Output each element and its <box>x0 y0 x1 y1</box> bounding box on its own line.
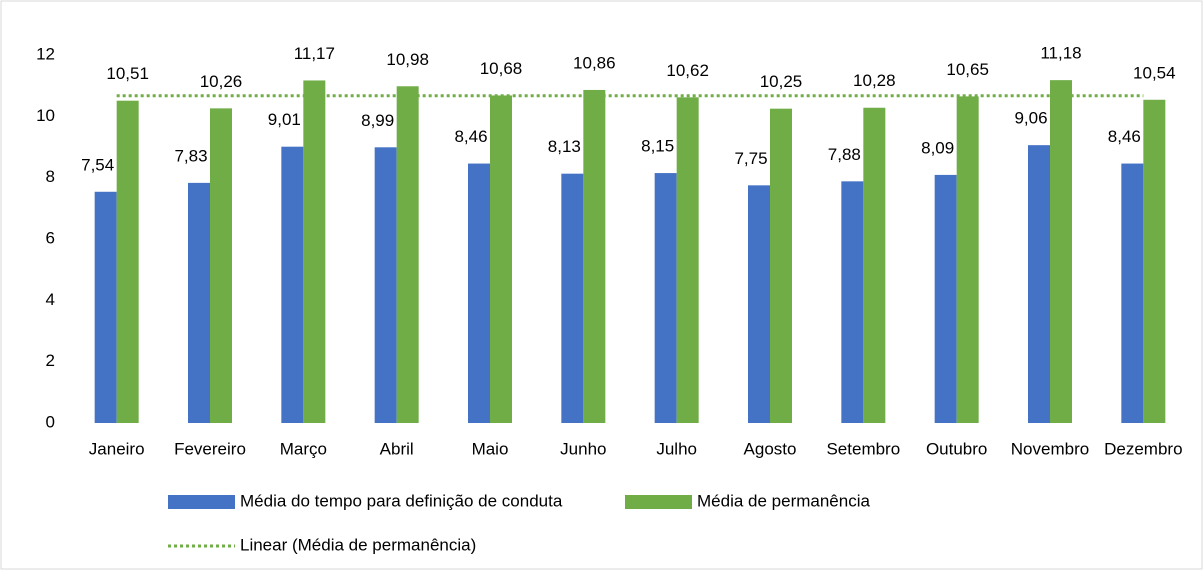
data-label: 10,68 <box>480 59 523 78</box>
data-label: 10,25 <box>760 72 803 91</box>
data-label: 9,06 <box>1014 109 1047 128</box>
bar <box>1143 99 1166 424</box>
bar <box>1050 80 1072 423</box>
bar <box>956 96 979 424</box>
bar <box>490 95 512 423</box>
data-label: 10,65 <box>946 60 989 79</box>
bar <box>748 185 770 423</box>
data-label: 10,26 <box>200 72 243 91</box>
x-tick-label: Março <box>280 439 327 458</box>
x-tick-label: Maio <box>472 439 509 458</box>
x-tick-label: Outubro <box>926 439 987 458</box>
data-label: 8,46 <box>454 127 487 146</box>
y-tick-label: 8 <box>46 167 55 186</box>
data-label: 10,86 <box>573 53 616 72</box>
bar <box>770 108 792 424</box>
bar <box>94 191 117 423</box>
bar <box>210 108 232 424</box>
x-tick-label: Agosto <box>744 439 797 458</box>
y-tick-label: 4 <box>46 290 55 309</box>
data-label: 10,98 <box>386 50 429 69</box>
data-label: 8,15 <box>641 137 674 156</box>
y-tick-label: 6 <box>46 228 55 247</box>
data-label: 11,18 <box>1040 44 1081 63</box>
bar <box>188 182 210 423</box>
bar <box>374 147 397 423</box>
legend-label: Linear (Média de permanência) <box>240 535 476 554</box>
bar <box>841 181 864 423</box>
x-tick-label: Janeiro <box>89 439 145 458</box>
data-label: 8,46 <box>1108 127 1141 146</box>
bar <box>281 146 304 423</box>
x-tick-label: Junho <box>560 439 606 458</box>
x-tick-label: Dezembro <box>1104 439 1182 458</box>
data-label: 7,75 <box>734 149 767 168</box>
bar <box>654 173 677 423</box>
legend-swatch <box>625 495 692 509</box>
bar <box>1028 145 1050 423</box>
bar <box>561 173 584 423</box>
bar <box>1121 163 1144 423</box>
bar <box>396 86 419 423</box>
data-label: 10,51 <box>106 64 149 83</box>
bar <box>583 89 606 424</box>
y-tick-label: 0 <box>46 412 55 431</box>
legend-label: Média do tempo para definição de conduta <box>240 491 563 510</box>
data-label: 8,09 <box>921 138 954 157</box>
y-tick-label: 10 <box>36 106 55 125</box>
data-label: 11,17 <box>294 44 335 63</box>
bar <box>863 107 886 423</box>
x-tick-label: Julho <box>656 439 697 458</box>
y-tick-label: 2 <box>46 351 55 370</box>
data-label: 10,62 <box>666 61 709 80</box>
data-label: 10,28 <box>853 71 896 90</box>
bar <box>116 100 139 424</box>
x-tick-label: Setembro <box>826 439 900 458</box>
data-label: 10,54 <box>1133 63 1176 82</box>
legend-swatch <box>168 495 235 509</box>
data-label: 8,99 <box>361 111 394 130</box>
data-label: 7,83 <box>174 146 207 165</box>
data-label: 7,54 <box>81 155 114 174</box>
data-label: 8,13 <box>548 137 581 156</box>
bar <box>303 80 326 423</box>
bar <box>676 97 699 423</box>
y-tick-label: 12 <box>36 44 55 63</box>
bar <box>468 163 490 423</box>
x-tick-label: Novembro <box>1011 439 1089 458</box>
data-label: 7,88 <box>828 145 861 164</box>
x-tick-label: Abril <box>380 439 414 458</box>
x-tick-label: Fevereiro <box>174 439 246 458</box>
legend-label: Média de permanência <box>697 491 870 510</box>
bar <box>934 174 957 423</box>
data-label: 9,01 <box>268 110 301 129</box>
